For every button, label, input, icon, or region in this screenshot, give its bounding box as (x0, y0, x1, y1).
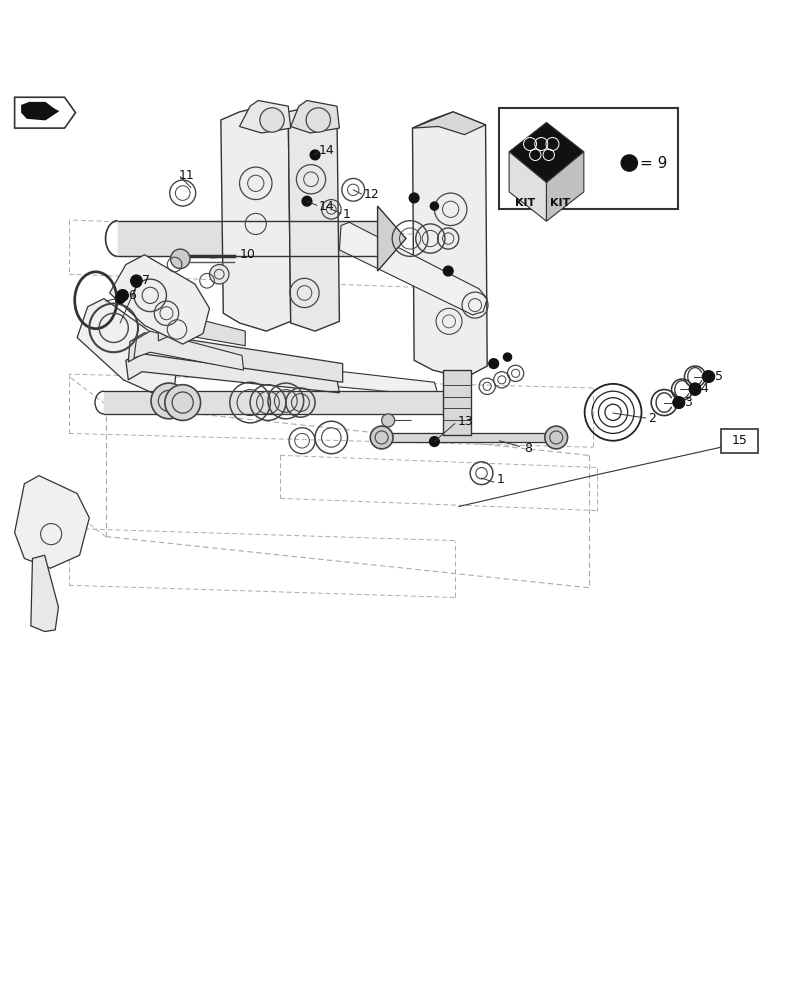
Polygon shape (158, 313, 245, 346)
Circle shape (306, 108, 330, 132)
Polygon shape (508, 152, 546, 221)
Polygon shape (339, 222, 487, 315)
Text: 12: 12 (363, 188, 379, 201)
Text: 14: 14 (319, 144, 334, 157)
Circle shape (672, 397, 684, 408)
Polygon shape (126, 352, 339, 393)
Text: 3: 3 (684, 396, 692, 409)
Circle shape (131, 278, 141, 287)
Circle shape (702, 371, 714, 382)
Circle shape (170, 249, 190, 269)
Text: 10: 10 (239, 248, 255, 261)
Text: 1: 1 (342, 208, 350, 221)
Polygon shape (128, 333, 342, 382)
Circle shape (209, 265, 229, 284)
Text: 11: 11 (178, 169, 194, 182)
Polygon shape (21, 102, 59, 120)
Polygon shape (288, 106, 339, 331)
Polygon shape (77, 299, 177, 394)
Circle shape (488, 359, 498, 368)
FancyBboxPatch shape (720, 429, 757, 453)
Polygon shape (377, 206, 406, 271)
Polygon shape (239, 100, 290, 133)
Circle shape (310, 150, 320, 160)
Polygon shape (158, 352, 438, 396)
Circle shape (117, 290, 128, 301)
Text: KIT: KIT (514, 198, 534, 208)
Circle shape (409, 193, 418, 203)
Polygon shape (290, 100, 339, 133)
Circle shape (689, 383, 700, 394)
Polygon shape (412, 112, 485, 135)
Circle shape (370, 426, 393, 449)
Circle shape (260, 108, 284, 132)
Text: 14: 14 (319, 200, 334, 213)
Polygon shape (109, 255, 209, 344)
Circle shape (544, 426, 567, 449)
Text: = 9: = 9 (639, 156, 667, 171)
Circle shape (620, 155, 637, 171)
Text: 8: 8 (523, 442, 531, 455)
Circle shape (672, 397, 684, 408)
Polygon shape (546, 152, 583, 221)
Polygon shape (134, 331, 243, 370)
Circle shape (429, 437, 439, 446)
Polygon shape (221, 106, 290, 331)
Circle shape (430, 202, 438, 210)
Text: KIT: KIT (550, 198, 570, 208)
Text: 4: 4 (700, 382, 708, 395)
Circle shape (151, 383, 187, 419)
Circle shape (165, 385, 200, 420)
FancyBboxPatch shape (499, 108, 677, 209)
Polygon shape (31, 555, 58, 632)
Circle shape (115, 294, 125, 303)
Circle shape (302, 196, 311, 206)
Circle shape (702, 371, 713, 382)
Circle shape (443, 266, 453, 276)
Text: 5: 5 (714, 370, 722, 383)
Circle shape (503, 353, 511, 361)
Polygon shape (15, 97, 75, 128)
Text: 2: 2 (647, 412, 655, 425)
Text: 7: 7 (142, 274, 150, 287)
Polygon shape (412, 112, 487, 378)
Polygon shape (442, 370, 470, 435)
Circle shape (381, 414, 394, 427)
Circle shape (689, 384, 700, 395)
Polygon shape (508, 122, 583, 183)
Text: 1: 1 (496, 473, 504, 486)
Text: 13: 13 (457, 415, 473, 428)
Text: 15: 15 (731, 434, 747, 447)
Circle shape (131, 275, 142, 286)
Text: 6: 6 (128, 289, 136, 302)
Polygon shape (15, 476, 89, 568)
